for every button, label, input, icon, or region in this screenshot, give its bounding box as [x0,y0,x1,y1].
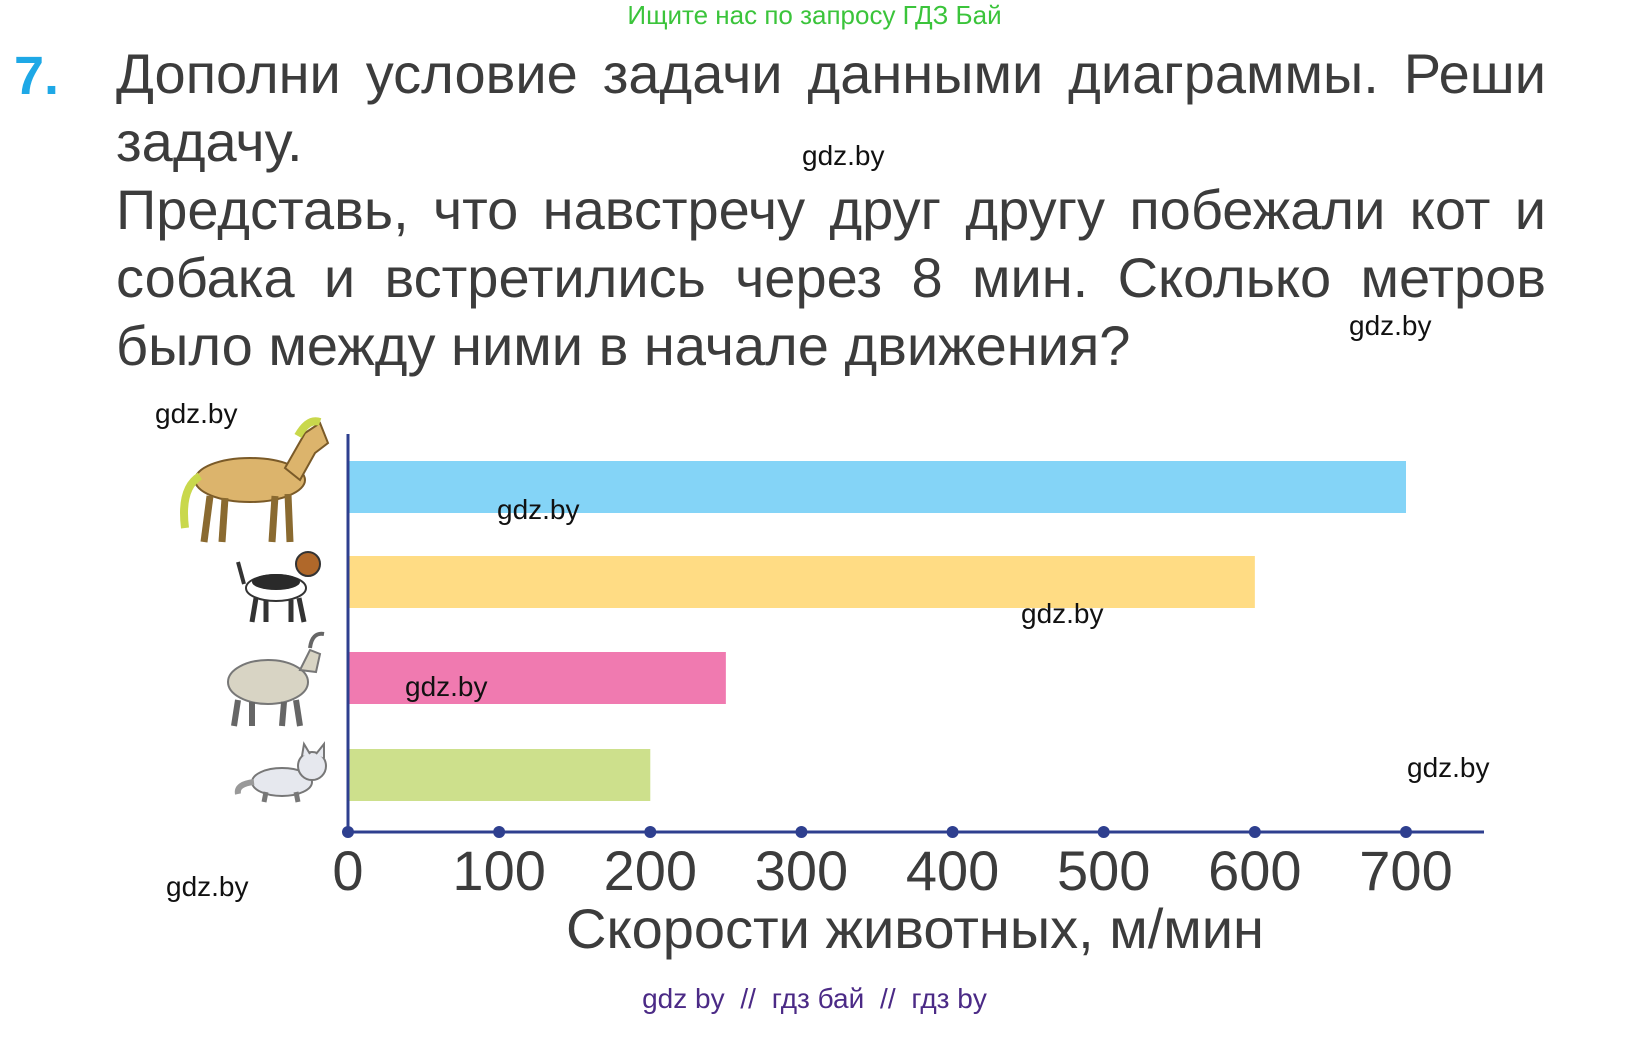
bars-layer [348,461,1406,801]
watermark: gdz.by [155,398,238,429]
goat-icon [227,631,325,727]
bar-horse [348,461,1406,513]
watermark: gdz.by [405,671,488,702]
x-tick-mark [1097,826,1110,838]
bottom-links: gdz by // гдз бай // гдз by [0,982,1629,1016]
task-text: Дополни условие задачи данными диаграммы… [116,40,1546,380]
x-axis-label: Скорости животных, м/мин [566,897,1264,960]
task-line: собака и встретились через 8 мин. Скольк… [116,246,1546,309]
x-tick-mark [342,826,354,838]
x-tick-label: 700 [1359,839,1452,902]
x-tick-mark [946,826,959,838]
x-tick-mark [1248,826,1261,838]
watermark: gdz.by [497,494,580,525]
separator: // [880,983,896,1014]
x-tick-label: 100 [452,839,545,902]
x-tick-mark [493,826,506,838]
dog-icon [236,551,321,623]
task-line: было между ними в начале движения? [116,314,1131,377]
task-line: Представь, что навстречу друг другу побе… [116,178,1546,241]
bar-dog [348,556,1255,608]
x-tick-label: 400 [906,839,999,902]
x-tick-mark [644,826,657,838]
x-tick-mark [1400,826,1412,838]
x-tick-label: 600 [1208,839,1301,902]
axes-layer: 0 100 200 300 400 500 600 700 [332,434,1484,902]
x-tick-mark [795,826,808,838]
watermark: gdz.by [802,140,885,171]
watermark: gdz.by [1021,598,1104,629]
bar-goat [348,652,726,704]
task-number: 7. [14,46,60,106]
watermark: gdz.by [1349,310,1432,341]
task-line: задачу. [116,110,303,173]
x-tick-label: 200 [604,839,697,902]
x-tick-label: 300 [755,839,848,902]
cat-icon [234,741,327,803]
watermark: gdz.by [166,871,249,902]
horse-icon [180,417,330,543]
x-tick-label: 0 [332,839,363,902]
top-banner: Ищите нас по запросу ГДЗ Бай [627,0,1002,30]
link-gdz-by[interactable]: gdz by [642,983,725,1014]
x-tick-label: 500 [1057,839,1150,902]
separator: // [740,983,756,1014]
bar-cat [348,749,651,801]
watermark: gdz.by [1407,752,1490,783]
task-line: Дополни условие задачи данными диаграммы… [116,42,1546,105]
link-gdz-by-2[interactable]: гдз by [911,983,987,1014]
link-gdz-bai[interactable]: гдз бай [771,983,865,1014]
